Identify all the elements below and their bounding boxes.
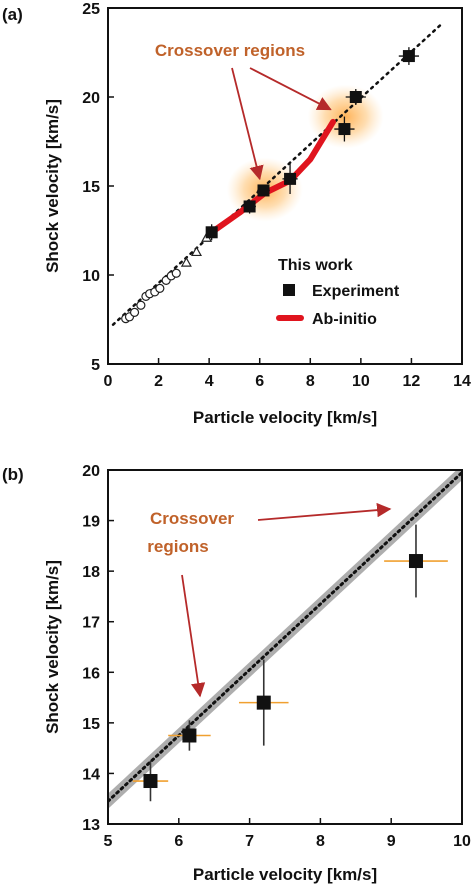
panel-b-x-tick-label-3: 8 [316, 833, 325, 850]
panel-a-y-tick-label-3: 20 [82, 90, 100, 107]
panel-a-x-tick-label-5: 10 [352, 373, 370, 390]
panel-a-y-tick-label-1: 10 [82, 268, 100, 285]
panel-b-experiment-point-0 [143, 774, 158, 789]
panel-b-arrow-low [181, 574, 206, 698]
panel-a-arrow-high [249, 67, 332, 111]
panel-b-chart: (b) 5 6 7 8 9 10 13 14 15 16 17 18 19 20 Particle vel… [2, 463, 471, 884]
reference-triangle-point-0 [180, 256, 192, 267]
experiment-point-6 [402, 50, 415, 63]
panel-a-x-tick-label-2: 4 [205, 373, 214, 390]
experiment-point-2 [257, 184, 270, 197]
panel-a-fit-line [111, 22, 444, 326]
ab-initio-line [211, 118, 336, 234]
crossover-glow-1 [307, 84, 384, 149]
reference-circle-point-7 [155, 283, 165, 293]
panel-b-x-tick-label-1: 6 [174, 833, 183, 850]
panel-a-label: (a) [2, 5, 23, 24]
experiment-point-1 [243, 200, 256, 213]
panel-b-crossover-annotation-line-2: regions [147, 537, 208, 556]
panel-a-arrow-low [231, 67, 264, 181]
panel-b-arrow-high [257, 502, 392, 521]
panel-a-crossover-annotation: Crossover regions [155, 41, 305, 60]
panel-b-crossover-annotation-line-1: Crossover [150, 509, 234, 528]
panel-b-x-tick-label-5: 10 [453, 833, 471, 850]
panel-a-x-tick-label-6: 12 [403, 373, 421, 390]
panel-a-y-tick-label-4: 25 [82, 1, 100, 18]
panel-a-x-tick-label-0: 0 [104, 373, 113, 390]
panel-b-y-tick-label-7: 20 [82, 463, 100, 480]
reference-circle-point-2 [129, 307, 140, 317]
reference-triangle-point-1 [190, 246, 203, 257]
panel-b-fit-line [108, 471, 462, 803]
panel-b-x-tick-label-2: 7 [245, 833, 254, 850]
panel-a-x-tick-label-7: 14 [453, 373, 471, 390]
panel-a-y-tick-label-2: 15 [82, 179, 100, 196]
experiment-point-4 [338, 123, 351, 136]
panel-b-y-tick-label-6: 19 [82, 514, 100, 531]
panel-a-chart: (a) 0 2 4 6 8 10 12 14 5 10 15 20 25 Particle veloci… [2, 1, 471, 427]
panel-b-plot-frame [107, 469, 463, 825]
panel-a-x-tick-label-3: 6 [255, 373, 264, 390]
panel-a-x-axis-title: Particle velocity [km/s] [193, 408, 377, 427]
panel-b-experiment-point-3 [408, 554, 423, 569]
panel-b-y-tick-label-1: 14 [82, 766, 100, 783]
panel-b-y-tick-label-5: 18 [82, 564, 100, 581]
panel-a-legend: This work Experiment Ab-initio [276, 257, 400, 328]
panel-a-y-axis-title: Shock velocity [km/s] [43, 99, 62, 273]
panel-b-experiment-point-1 [182, 728, 197, 743]
experiment-point-0 [205, 226, 218, 239]
panel-b-experiment-point-2 [256, 695, 271, 710]
legend-title: This work [278, 257, 353, 274]
panel-a-x-tick-label-1: 2 [154, 373, 163, 390]
panel-b-x-tick-label-0: 5 [104, 833, 113, 850]
panel-b-y-tick-label-3: 16 [82, 665, 100, 682]
panel-a-x-tick-label-4: 8 [306, 373, 315, 390]
panel-b-x-axis-title: Particle velocity [km/s] [193, 865, 377, 884]
panel-b-y-axis-title: Shock velocity [km/s] [43, 560, 62, 734]
legend-ab-initio-label: Ab-initio [312, 311, 377, 328]
panel-b-label: (b) [2, 465, 24, 484]
panel-b-y-tick-label-2: 15 [82, 716, 100, 733]
panel-b-y-tick-label-0: 13 [82, 817, 100, 834]
legend-experiment-label: Experiment [312, 283, 400, 300]
panel-b-y-tick-label-4: 17 [82, 615, 100, 632]
reference-circle-point-3 [136, 300, 146, 310]
legend-experiment-swatch [283, 284, 295, 296]
reference-circle-point-10 [171, 268, 181, 278]
experiment-point-3 [284, 172, 297, 185]
panel-b-x-tick-label-4: 9 [387, 833, 396, 850]
experiment-point-5 [349, 91, 362, 103]
panel-a-y-tick-label-0: 5 [91, 357, 100, 374]
